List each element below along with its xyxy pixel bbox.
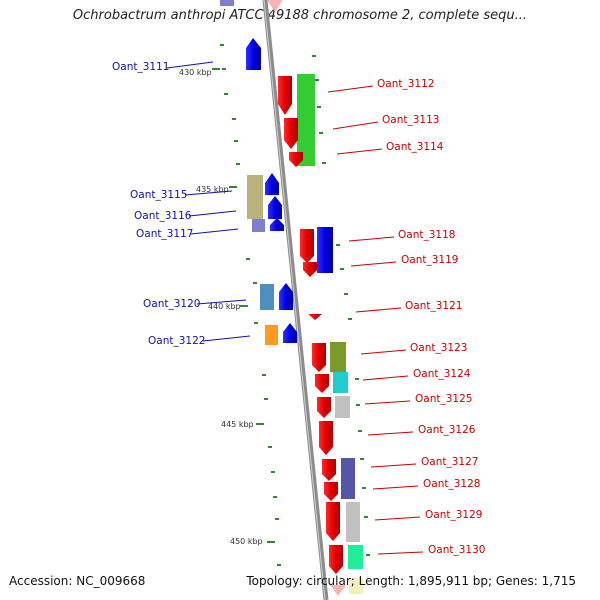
- gene-oant-3114[interactable]: [289, 152, 303, 167]
- gene-oant-3124[interactable]: [315, 374, 329, 393]
- kbp-tick-450: 450 kbp: [230, 537, 263, 546]
- chromosome-backbone-highlight: [263, 0, 326, 600]
- topology-summary: Topology: circular; Length: 1,895,911 bp…: [246, 574, 576, 588]
- cog-box-3115[interactable]: [247, 175, 263, 219]
- label-oant-3123[interactable]: Oant_3123: [410, 342, 467, 354]
- cog-box-3112[interactable]: [297, 74, 315, 166]
- kbp-tick-445: 445 kbp: [221, 420, 254, 429]
- gene-oant-3111[interactable]: [246, 38, 261, 70]
- gene-oant-3120[interactable]: [279, 283, 293, 310]
- gene-oant-3119[interactable]: [303, 262, 317, 277]
- chromosome-backbone: [262, 0, 329, 600]
- label-oant-3125[interactable]: Oant_3125: [415, 393, 472, 405]
- cog-box-3117[interactable]: [252, 219, 265, 232]
- cog-box-3122[interactable]: [265, 325, 278, 345]
- label-oant-3115[interactable]: Oant_3115: [130, 189, 187, 201]
- label-oant-3124[interactable]: Oant_3124: [413, 368, 471, 380]
- gene-oant-3126[interactable]: [319, 421, 333, 455]
- label-oant-3127[interactable]: Oant_3127: [421, 456, 478, 468]
- kbp-tick-430: 430 kbp: [179, 68, 212, 77]
- label-oant-3119[interactable]: Oant_3119: [401, 254, 458, 266]
- label-oant-3117[interactable]: Oant_3117: [136, 228, 193, 240]
- cog-box-3119[interactable]: [317, 227, 333, 273]
- label-oant-3126[interactable]: Oant_3126: [418, 424, 476, 436]
- label-oant-3120[interactable]: Oant_3120: [143, 298, 200, 310]
- left-leader-lines: [166, 61, 251, 342]
- accession-text: Accession: NC_009668: [9, 574, 146, 588]
- kbp-tick-440: 440 kbp: [208, 302, 241, 311]
- kbp-tick-435: 435 kbp: [196, 185, 229, 194]
- gene-oant-3129[interactable]: [326, 502, 340, 541]
- gene-oant-3115[interactable]: [265, 173, 279, 195]
- label-oant-3118[interactable]: Oant_3118: [398, 229, 455, 241]
- label-oant-3114[interactable]: Oant_3114: [386, 141, 444, 153]
- label-oant-3130[interactable]: Oant_3130: [428, 544, 485, 556]
- label-oant-3116[interactable]: Oant_3116: [134, 210, 192, 222]
- gene-oant-3116[interactable]: [268, 196, 282, 219]
- label-oant-3112[interactable]: Oant_3112: [377, 78, 434, 90]
- label-oant-3129[interactable]: Oant_3129: [425, 509, 482, 521]
- gene-oant-3130[interactable]: [329, 545, 343, 574]
- label-oant-3113[interactable]: Oant_3113: [382, 114, 439, 126]
- partial-feature-top-arrow[interactable]: [267, 0, 283, 12]
- gene-oant-3125[interactable]: [317, 397, 331, 418]
- cog-box-3127[interactable]: [341, 458, 355, 499]
- gene-oant-3123[interactable]: [312, 343, 326, 372]
- partial-feature-top-left[interactable]: [220, 0, 234, 6]
- gene-oant-3113[interactable]: [284, 118, 298, 149]
- gene-oant-3128[interactable]: [324, 482, 338, 501]
- cog-box-3129[interactable]: [346, 502, 360, 542]
- partial-feature-bottom-box[interactable]: [349, 578, 363, 594]
- gene-oant-3122[interactable]: [283, 323, 297, 343]
- cog-box-3120[interactable]: [260, 284, 274, 310]
- cog-box-3125[interactable]: [335, 396, 350, 418]
- cog-box-3130[interactable]: [348, 545, 363, 569]
- label-oant-3121[interactable]: Oant_3121: [405, 300, 462, 312]
- label-oant-3122[interactable]: Oant_3122: [148, 335, 205, 347]
- gene-oant-3112[interactable]: [278, 76, 292, 115]
- label-oant-3128[interactable]: Oant_3128: [423, 478, 480, 490]
- gene-oant-3127[interactable]: [322, 459, 336, 481]
- scale-ticks: [212, 44, 370, 566]
- gene-oant-3118[interactable]: [300, 229, 314, 263]
- partial-feature-bottom-arrow[interactable]: [330, 585, 346, 596]
- map-title: Ochrobactrum anthropi ATCC 49188 chromos…: [72, 8, 528, 23]
- cog-box-3123[interactable]: [330, 342, 346, 372]
- gene-oant-3121[interactable]: [308, 314, 322, 320]
- gene-oant-3117[interactable]: [270, 218, 284, 231]
- right-leader-lines: [327, 85, 424, 555]
- label-oant-3111[interactable]: Oant_3111: [112, 61, 169, 73]
- cog-box-3124[interactable]: [333, 372, 348, 393]
